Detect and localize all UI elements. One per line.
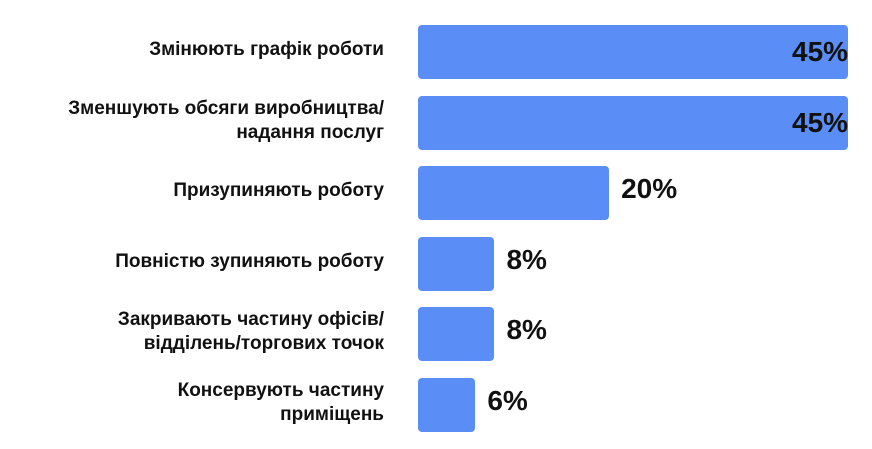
bar (418, 377, 476, 432)
category-label: Зменшують обсяги виробництва/ надання по… (68, 97, 384, 143)
value-label: 45% (792, 106, 849, 138)
value-label: 8% (506, 243, 547, 275)
category-label: Консервують частину приміщень (177, 379, 384, 425)
category-label: Повністю зупиняють роботу (115, 250, 384, 272)
value-label: 20% (621, 173, 678, 204)
bar (418, 25, 848, 79)
value-label: 8% (506, 314, 547, 345)
category-label: Змінюють графік роботи (149, 39, 384, 60)
bar (418, 166, 610, 220)
category-label: Закривають частину офісів/ відділень/тор… (117, 309, 384, 354)
bar (418, 236, 495, 291)
value-label: 6% (487, 384, 528, 416)
value-label: 45% (792, 36, 849, 67)
bar (418, 307, 495, 361)
category-label: Призупиняють роботу (173, 180, 384, 201)
bar (418, 95, 848, 150)
